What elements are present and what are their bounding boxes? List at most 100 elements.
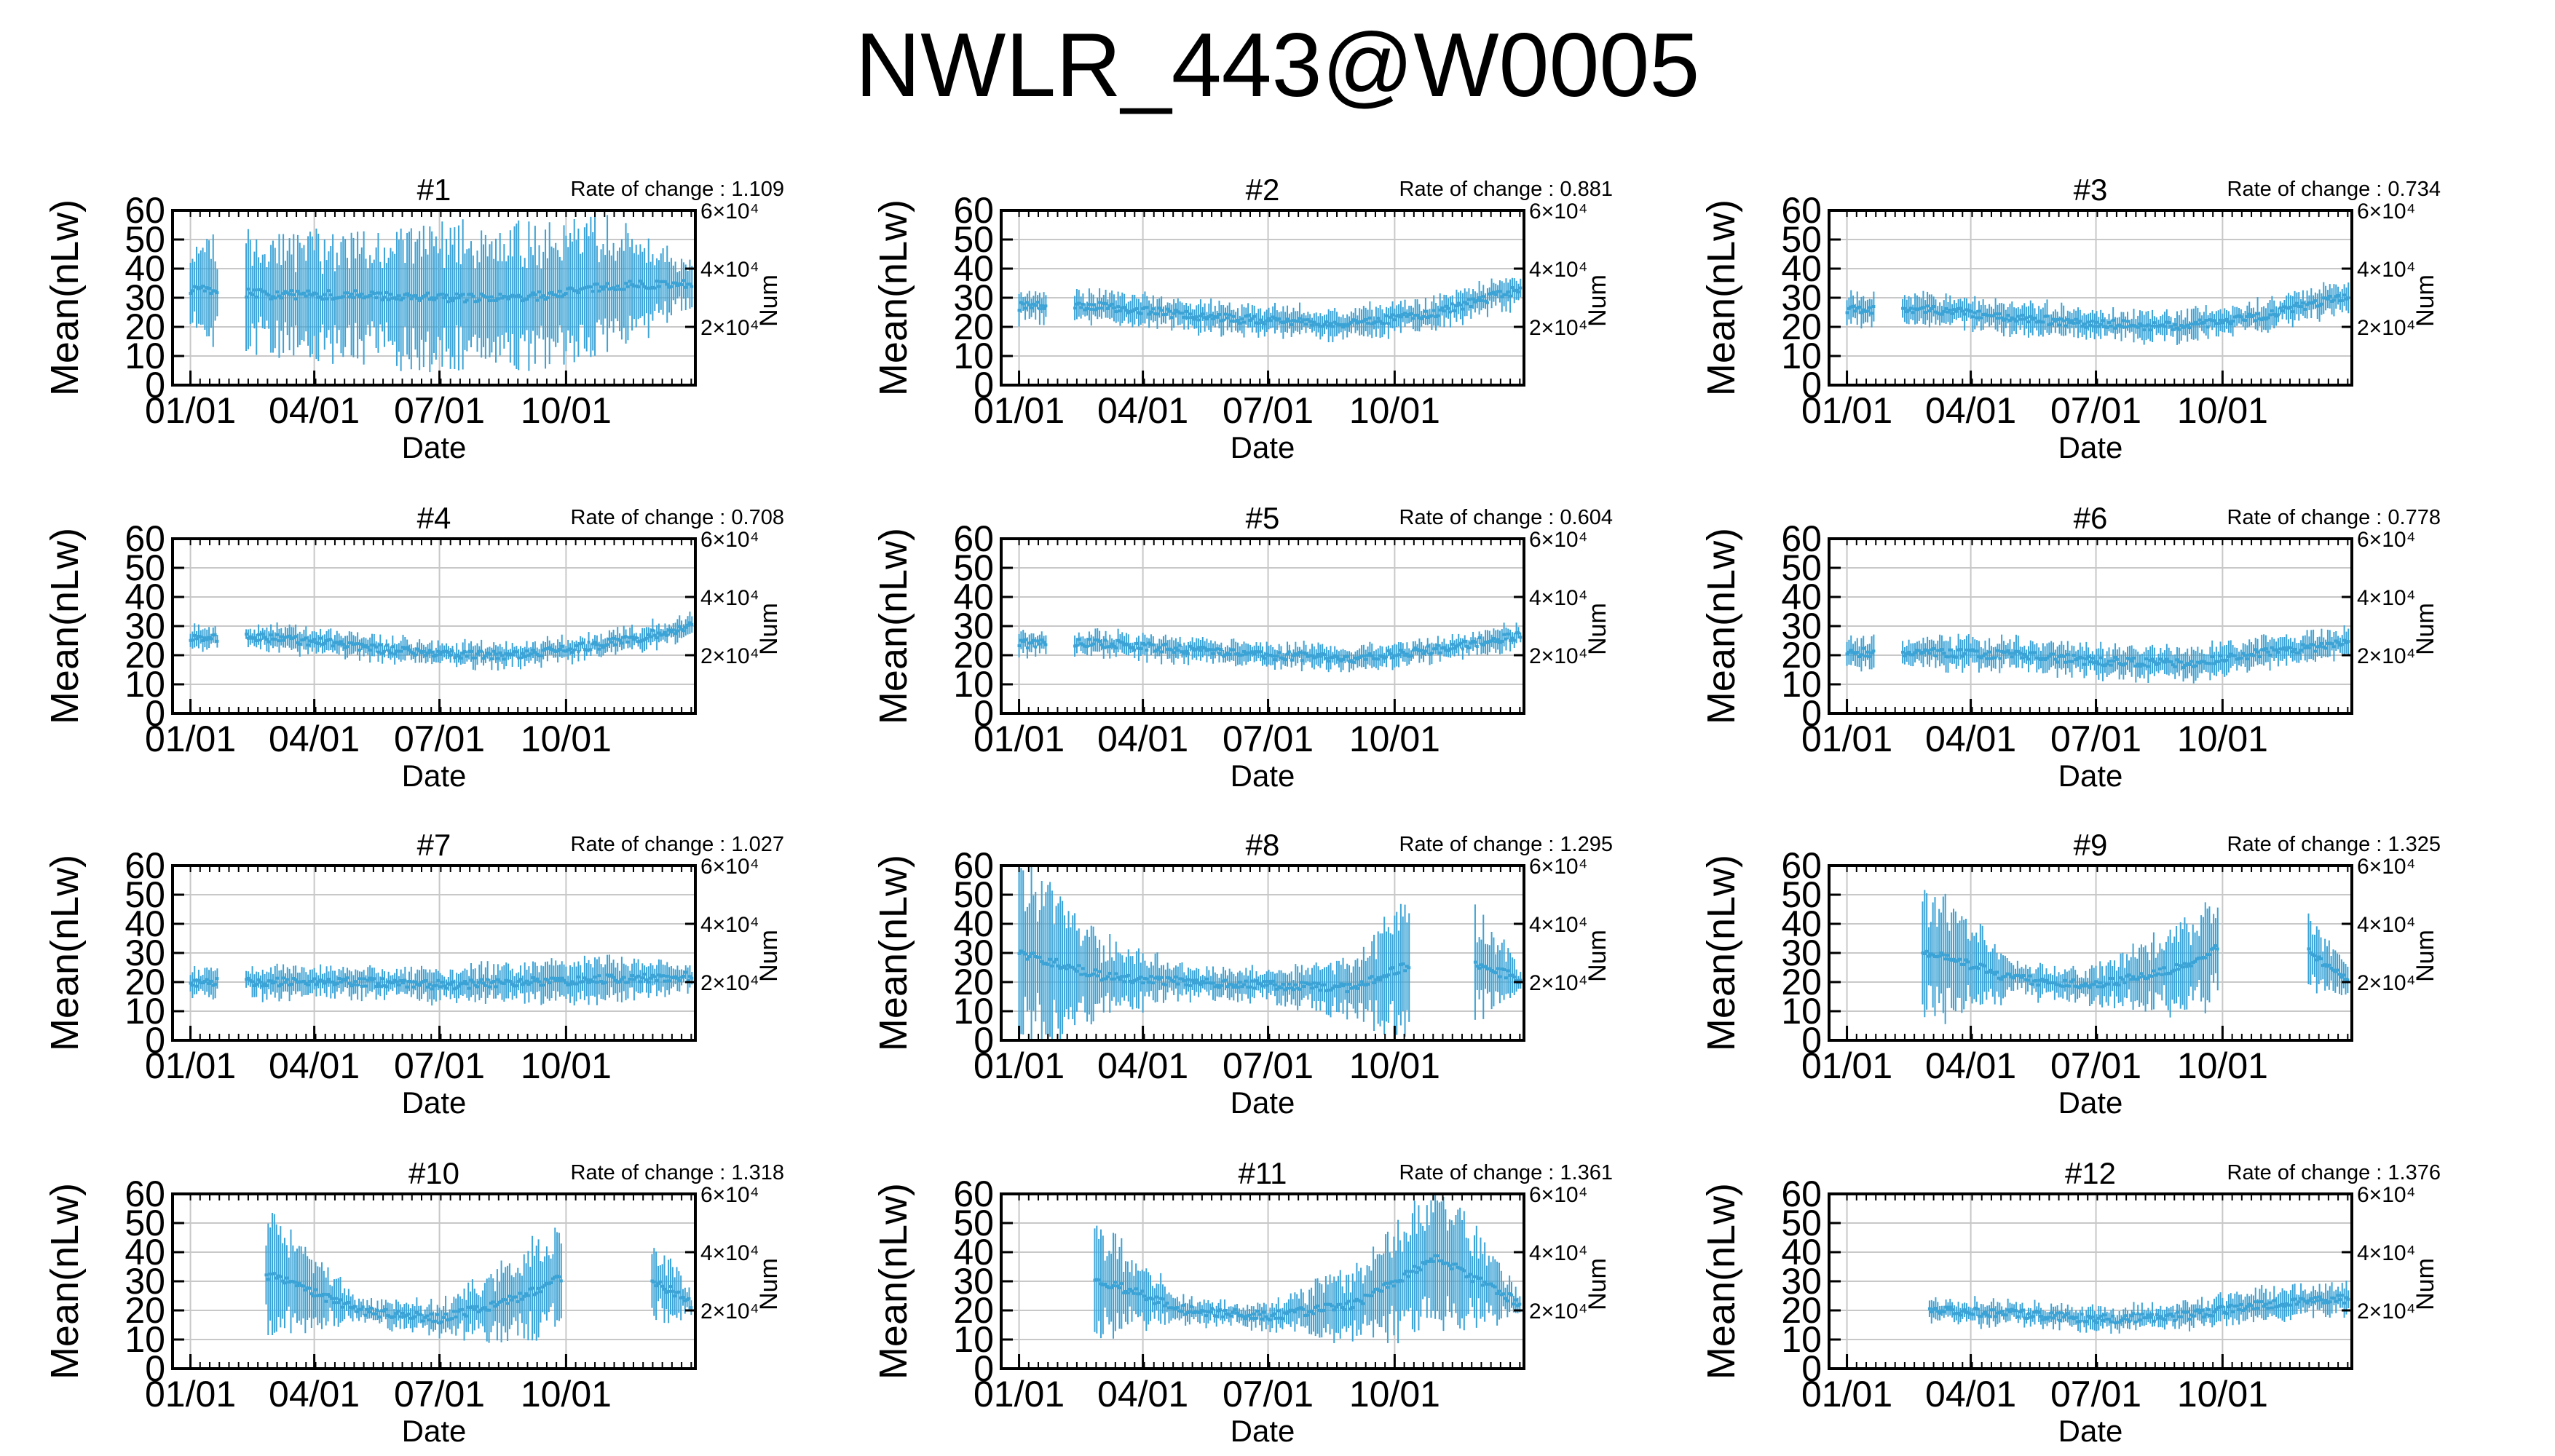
mean-point [387,649,390,652]
y-tick-label: 60 [1781,190,1822,231]
x-axis-label: Date [1231,1085,1295,1120]
mean-point [280,983,283,986]
mean-point [288,983,291,986]
mean-point [1316,982,1320,986]
mean-point [2330,642,2334,646]
mean-point [1178,644,1182,647]
mean-point [1247,985,1250,989]
mean-point [1232,648,1236,652]
mean-point [566,648,570,652]
y-tick-label: 10 [953,991,994,1032]
mean-point [486,296,489,299]
y-tick-label: 20 [953,635,994,676]
mean-point [2090,320,2094,323]
mean-point [2318,304,2321,307]
mean-point [1376,657,1380,661]
mean-point [269,297,273,301]
mean-point [1030,951,1033,955]
mean-point [1936,311,1940,314]
mean-point [1360,320,1364,324]
mean-point [298,292,301,296]
x-tick-label: 10/01 [1349,719,1440,759]
mean-point [1273,983,1277,986]
mean-point [2301,301,2305,305]
mean-point [2029,651,2032,654]
mean-point [634,976,638,979]
mean-point [1403,654,1407,657]
mean-point [401,646,405,649]
mean-point [1973,311,1977,314]
mean-point [480,978,483,981]
mean-point [1269,319,1273,323]
x-tick-label: 07/01 [2050,719,2141,759]
mean-point [199,286,202,290]
mean-point [1386,649,1390,652]
mean-point [556,649,560,653]
y2-tick-label: 6×10⁴ [700,528,759,552]
mean-point [1091,972,1095,976]
subplot-title: #2 [1246,173,1280,207]
mean-point [445,293,449,297]
mean-point [671,976,675,980]
mean-point [572,289,576,293]
mean-point [1248,318,1252,322]
mean-point [1430,652,1434,655]
mean-point [1329,988,1332,992]
mean-point [1942,652,1946,655]
mean-point [416,296,419,300]
mean-point [1259,982,1263,986]
mean-point [496,297,499,301]
mean-point [680,628,684,631]
mean-point [2181,325,2185,329]
mean-point [1989,657,1993,660]
mean-point [350,641,353,645]
mean-point [1956,306,1960,310]
mean-point [1081,967,1085,970]
mean-point [1490,291,1493,295]
mean-point [199,635,202,638]
y-tick-label: 50 [125,874,165,915]
mean-point [1509,294,1512,298]
mean-point [393,652,397,656]
mean-point [1956,959,1959,962]
mean-point [341,295,345,298]
mean-point [1236,652,1239,656]
mean-point [2078,655,2082,659]
mean-point [2060,317,2064,321]
mean-point [566,983,570,986]
mean-point [1331,325,1335,328]
mean-point [1017,644,1021,648]
mean-point [387,298,390,301]
mean-point [1368,652,1372,655]
y2-tick-label: 6×10⁴ [700,855,759,879]
mean-point [352,643,355,646]
mean-point [2056,317,2059,321]
mean-point [2072,654,2076,657]
mean-point [275,633,279,636]
mean-point [280,635,283,638]
mean-point [360,984,363,988]
mean-point [1193,981,1196,985]
mean-point [2241,652,2245,655]
mean-point [2208,662,2212,665]
mean-point [1108,971,1112,975]
mean-point [2337,294,2340,298]
y2-axis-label: Num [2412,603,2439,655]
data-series [1017,622,1523,673]
mean-point [1333,984,1337,988]
mean-point [537,654,541,657]
mean-point [199,981,202,984]
mean-point [1089,644,1093,647]
mean-point [1845,652,1849,656]
mean-point [1963,652,1967,655]
mean-point [307,644,310,647]
mean-point [2204,318,2208,322]
mean-point [1273,658,1277,662]
mean-point [550,647,553,651]
mean-point [1480,642,1483,646]
mean-point [1207,648,1211,652]
mean-point [203,980,207,984]
mean-point [1069,965,1073,969]
mean-point [581,287,585,290]
mean-point [459,657,462,660]
